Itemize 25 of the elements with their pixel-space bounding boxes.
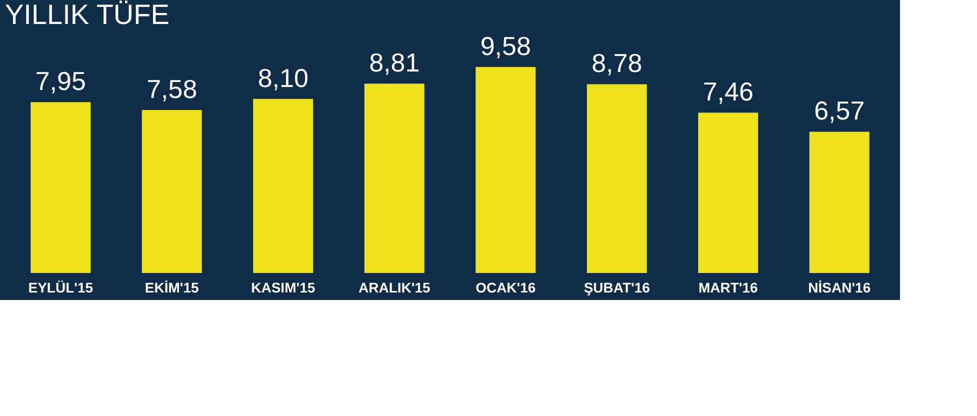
bar	[253, 98, 314, 273]
x-tick-label: KASIM'15	[251, 280, 316, 296]
data-label: 9,58	[480, 31, 531, 62]
chart-title: YILLIK TÜFE	[5, 0, 170, 30]
bar	[586, 84, 647, 273]
x-tick-label: MART'16	[698, 280, 758, 296]
x-tick-label: ŞUBAT'16	[584, 280, 650, 296]
data-label: 7,46	[702, 76, 754, 107]
data-label: 8,10	[258, 62, 308, 93]
data-label: 8,78	[592, 48, 642, 78]
x-tick-label: ARALIK'15	[358, 280, 430, 296]
bar	[476, 67, 536, 273]
x-tick-label: OCAK'16	[476, 280, 536, 296]
data-label: 6,57	[814, 96, 865, 126]
bar	[364, 84, 424, 273]
data-label: 7,58	[146, 74, 198, 104]
bar	[698, 112, 758, 273]
data-label: 8,81	[369, 48, 420, 78]
data-label: 7,95	[35, 66, 86, 96]
x-tick-label: NİSAN'16	[808, 280, 871, 296]
x-tick-label: EYLÜL'15	[28, 280, 94, 296]
bar	[809, 132, 870, 273]
x-tick-label: EKİM'15	[144, 280, 200, 296]
bar	[142, 110, 202, 273]
bar	[30, 102, 91, 273]
